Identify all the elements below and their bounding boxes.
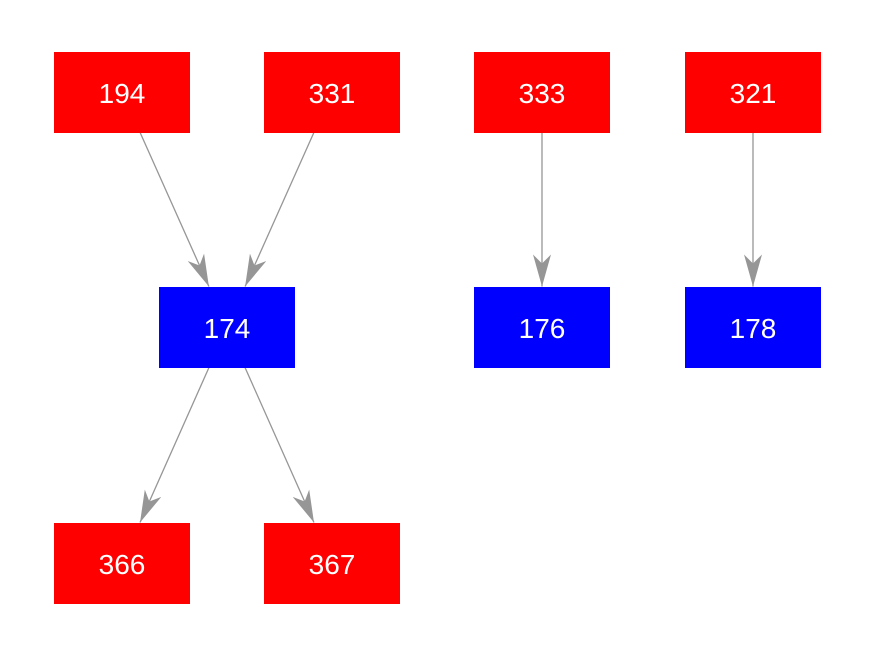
node-label: 174 bbox=[203, 313, 251, 344]
graph-node-333: 333 bbox=[474, 51, 610, 133]
node-label: 321 bbox=[729, 78, 777, 109]
graph-node-367: 367 bbox=[264, 522, 400, 604]
edge-group bbox=[139, 132, 762, 523]
graph-node-194: 194 bbox=[54, 51, 190, 133]
graph-edge-174-367 bbox=[244, 367, 315, 523]
node-label: 194 bbox=[98, 78, 146, 109]
graph-node-331: 331 bbox=[264, 51, 400, 133]
graph-edge-194-174 bbox=[139, 132, 210, 287]
node-label: 331 bbox=[308, 78, 356, 109]
node-label: 367 bbox=[308, 549, 356, 580]
graph-node-321: 321 bbox=[685, 51, 821, 133]
graph-node-176: 176 bbox=[474, 286, 610, 368]
node-label: 333 bbox=[518, 78, 566, 109]
graph-edge-174-366 bbox=[139, 367, 210, 523]
graph-node-178: 178 bbox=[685, 286, 821, 368]
node-label: 366 bbox=[98, 549, 146, 580]
graph-node-174: 174 bbox=[159, 286, 295, 368]
node-label: 178 bbox=[729, 313, 777, 344]
graph-node-366: 366 bbox=[54, 522, 190, 604]
node-label: 176 bbox=[518, 313, 566, 344]
graph-edge-331-174 bbox=[244, 132, 315, 287]
